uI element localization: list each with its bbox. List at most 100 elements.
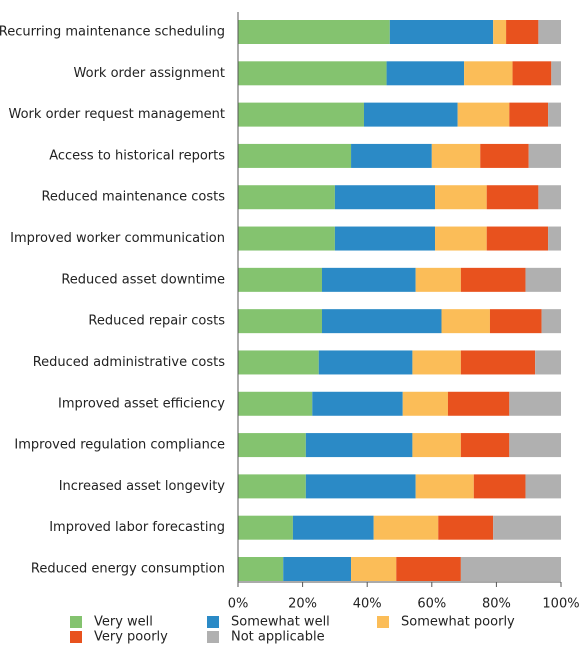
bar-segment	[486, 185, 539, 210]
bar-segment	[238, 350, 319, 375]
legend-label: Very poorly	[94, 630, 168, 645]
bar-segment	[363, 102, 458, 127]
category-label: Work order request management	[9, 107, 225, 122]
bar-segment	[480, 143, 529, 168]
x-tick-label: 40%	[353, 597, 382, 612]
bar-segment	[412, 433, 461, 458]
x-tick-label: 80%	[482, 597, 511, 612]
legend-swatch	[377, 616, 389, 628]
bar-segment	[541, 309, 561, 334]
bar-segment	[538, 185, 561, 210]
bar-segment	[473, 474, 526, 499]
bar-segment	[548, 102, 561, 127]
bar-segment	[238, 102, 364, 127]
bar-segment	[486, 226, 549, 251]
bar-segment	[435, 226, 487, 251]
bar-segment	[389, 20, 494, 44]
bar-segment	[435, 185, 487, 210]
bar-segment	[238, 474, 306, 499]
legend-swatch	[207, 631, 219, 643]
bar-segment	[493, 515, 561, 540]
bar-segment	[238, 515, 293, 540]
bar-segment	[334, 185, 436, 210]
bar-segment	[305, 474, 416, 499]
bar-segment	[238, 391, 313, 416]
x-tick-label: 100%	[542, 597, 579, 612]
legend-swatch	[70, 631, 82, 643]
legend-label: Very well	[94, 615, 153, 630]
x-tick-label: 60%	[417, 597, 446, 612]
bar-segment	[464, 61, 513, 86]
bar-segment	[493, 20, 507, 44]
legend-label: Not applicable	[231, 630, 325, 645]
category-label: Reduced repair costs	[88, 314, 225, 329]
bar-segment	[283, 557, 352, 581]
bar-segment	[535, 350, 561, 375]
category-label: Recurring maintenance scheduling	[0, 25, 225, 40]
bar-segment	[402, 391, 448, 416]
bar-segment	[460, 433, 510, 458]
category-label: Improved labor forecasting	[49, 520, 225, 535]
x-tick-label: 0%	[228, 597, 249, 612]
bar-segment	[321, 267, 416, 292]
bar-segment	[238, 557, 284, 581]
bar-segment	[305, 433, 413, 458]
bar-segment	[238, 309, 322, 334]
bar-segment	[525, 267, 561, 292]
legend-label: Somewhat well	[231, 615, 330, 630]
category-label: Reduced maintenance costs	[41, 190, 225, 205]
bar-segment	[238, 185, 335, 210]
bar-segment	[506, 20, 539, 44]
bar-segment	[386, 61, 465, 86]
bar-segment	[334, 226, 436, 251]
bar-segment	[415, 267, 461, 292]
bar-segment	[548, 226, 561, 251]
bar-segment	[351, 557, 397, 581]
legend-swatch	[70, 616, 82, 628]
bar-segment	[238, 433, 306, 458]
bar-segment	[238, 226, 335, 251]
bar-segment	[412, 350, 461, 375]
legend-label: Somewhat poorly	[401, 615, 515, 630]
bar-segment	[528, 143, 561, 168]
bar-segment	[396, 557, 461, 581]
category-label: Improved regulation compliance	[14, 438, 225, 453]
category-label: Work order assignment	[74, 66, 225, 81]
bar-segment	[238, 61, 387, 86]
bar-segment	[460, 350, 536, 375]
bar-segment	[431, 143, 481, 168]
bar-segment	[525, 474, 561, 499]
bar-segment	[238, 143, 352, 168]
bar-segment	[447, 391, 510, 416]
bar-segment	[312, 391, 403, 416]
bar-segment	[509, 102, 549, 127]
legend-swatch	[207, 616, 219, 628]
category-label: Increased asset longevity	[59, 479, 226, 494]
category-label: Reduced energy consumption	[31, 562, 225, 577]
bar-segment	[512, 61, 552, 86]
bar-segment	[318, 350, 413, 375]
category-label: Reduced asset downtime	[61, 272, 225, 287]
bar-segment	[373, 515, 439, 540]
bar-segment	[460, 557, 561, 581]
bar-segment	[489, 309, 542, 334]
bar-segment	[238, 20, 390, 44]
bar-segment	[292, 515, 374, 540]
bar-segment	[457, 102, 510, 127]
bar-segment	[321, 309, 442, 334]
bar-segment	[551, 61, 561, 86]
bar-segment	[415, 474, 474, 499]
x-tick-label: 20%	[288, 597, 317, 612]
bar-segment	[438, 515, 494, 540]
bar-segment	[538, 20, 561, 44]
bar-segment	[351, 143, 432, 168]
bar-segment	[441, 309, 490, 334]
bar-segment	[509, 391, 561, 416]
category-label: Reduced administrative costs	[33, 355, 225, 370]
category-label: Improved asset efficiency	[58, 396, 225, 411]
bar-segment	[460, 267, 526, 292]
bar-segment	[238, 267, 322, 292]
category-label: Improved worker communication	[10, 231, 225, 246]
category-label: Access to historical reports	[49, 148, 225, 163]
